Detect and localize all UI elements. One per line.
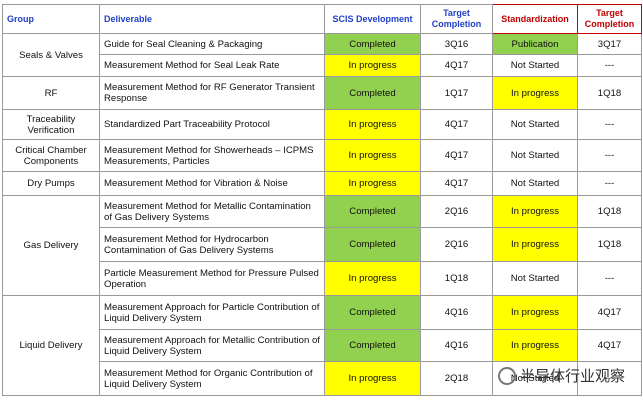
table-row: Dry Pumps Measurement Method for Vibratio… (2, 171, 642, 196)
std-target-cell: 1Q18 (577, 227, 642, 262)
scis-target-cell: 2Q18 (420, 361, 493, 396)
scis-status-cell: Completed (324, 76, 421, 110)
std-target-cell: --- (577, 261, 642, 296)
scis-status-cell: Completed (324, 227, 421, 262)
deliverable-cell: Measurement Approach for Metallic Contri… (99, 329, 325, 362)
std-status-cell: Not Started (492, 171, 578, 196)
scis-target-cell: 4Q17 (420, 54, 493, 77)
scis-status-cell: Completed (324, 195, 421, 228)
group-cell: Dry Pumps (2, 171, 100, 196)
std-target-cell: 3Q17 (577, 33, 642, 55)
table-row: Gas Delivery Measurement Method for Metal… (2, 195, 642, 296)
std-status-cell: Not Started (492, 54, 578, 77)
std-target-cell: --- (577, 54, 642, 77)
scis-target-cell: 3Q16 (420, 33, 493, 55)
std-status-cell: In progress (492, 295, 578, 330)
scis-target-cell: 4Q16 (420, 295, 493, 330)
table-row: RF Measurement Method for RF Generator Tr… (2, 76, 642, 110)
scis-target-cell: 4Q17 (420, 171, 493, 196)
table-row: Seals & Valves Guide for Seal Cleaning & … (2, 33, 642, 77)
scis-status-cell: In progress (324, 261, 421, 296)
table-row: Traceability Verification Standardized Pa… (2, 109, 642, 140)
watermark: 半导体行业观察 (497, 365, 625, 386)
watermark-text: 半导体行业观察 (519, 367, 625, 385)
header-row: Group Deliverable SCIS Development Targe… (2, 4, 642, 34)
deliverable-cell: Measurement Method for Showerheads – ICP… (99, 139, 325, 172)
std-status-cell: Publication (492, 33, 578, 55)
std-status-cell: Not Started (492, 139, 578, 172)
scis-status-cell: Completed (324, 295, 421, 330)
table-row: Liquid Delivery Measurement Approach for … (2, 295, 642, 396)
scis-status-cell: In progress (324, 361, 421, 396)
std-status-cell: Not Started (492, 109, 578, 140)
deliverable-cell: Measurement Method for Vibration & Noise (99, 171, 325, 196)
group-cell: Seals & Valves (2, 33, 100, 77)
std-target-cell: 4Q17 (577, 295, 642, 330)
watermark-icon (497, 366, 516, 385)
std-status-cell: In progress (492, 76, 578, 110)
deliverable-cell: Standardized Part Traceability Protocol (99, 109, 325, 140)
std-target-cell: --- (577, 361, 642, 396)
std-target-cell: --- (577, 171, 642, 196)
scis-status-cell: In progress (324, 109, 421, 140)
std-status-cell: In progress (492, 329, 578, 362)
scis-target-cell: 4Q16 (420, 329, 493, 362)
group-cell: Traceability Verification (2, 109, 100, 140)
std-status-cell: Not Started (492, 261, 578, 296)
header-cell: Deliverable (99, 4, 325, 34)
table-row: Measurement Approach for Metallic Contri… (3, 329, 642, 362)
table-row: Measurement Method for Seal Leak Rate In … (3, 54, 642, 77)
deliverable-cell: Measurement Method for Metallic Contamin… (99, 195, 325, 228)
std-status-cell: In progress (492, 195, 578, 228)
deliverable-cell: Measurement Method for Hydrocarbon Conta… (99, 227, 325, 262)
scis-status-cell: Completed (324, 33, 421, 55)
deliverable-cell: Measurement Method for RF Generator Tran… (99, 76, 325, 110)
table-row: Measurement Method for Hydrocarbon Conta… (3, 227, 642, 262)
deliverable-cell: Guide for Seal Cleaning & Packaging (99, 33, 325, 55)
scis-target-cell: 1Q18 (420, 261, 493, 296)
std-target-cell: 1Q18 (577, 195, 642, 228)
table-row: Critical Chamber Components Measurement M… (2, 139, 642, 172)
std-target-cell: 1Q18 (577, 76, 642, 110)
deliverables-table: Group Deliverable SCIS Development Targe… (2, 4, 642, 396)
scis-target-cell: 4Q17 (420, 109, 493, 140)
std-target-cell: 4Q17 (577, 329, 642, 362)
header-cell: Group (2, 4, 100, 34)
scis-target-cell: 2Q16 (420, 195, 493, 228)
scis-status-cell: In progress (324, 139, 421, 172)
std-status-cell: In progress (492, 227, 578, 262)
header-cell: SCIS Development (324, 4, 421, 34)
std-target-cell: --- (577, 109, 642, 140)
scis-status-cell: In progress (324, 171, 421, 196)
scis-target-cell: 2Q16 (420, 227, 493, 262)
deliverable-cell: Particle Measurement Method for Pressure… (99, 261, 325, 296)
table-body: Seals & Valves Guide for Seal Cleaning & … (2, 33, 642, 396)
group-cell: RF (2, 76, 100, 110)
header-cell: Target Completion (577, 4, 642, 34)
scis-target-cell: 4Q17 (420, 139, 493, 172)
scis-status-cell: In progress (324, 54, 421, 77)
group-cell: Gas Delivery (2, 195, 100, 296)
deliverable-cell: Measurement Method for Seal Leak Rate (99, 54, 325, 77)
deliverable-cell: Measurement Approach for Particle Contri… (99, 295, 325, 330)
group-cell: Liquid Delivery (2, 295, 100, 396)
scis-target-cell: 1Q17 (420, 76, 493, 110)
deliverable-cell: Measurement Method for Organic Contribut… (99, 361, 325, 396)
table-row: Measurement Method for Organic Contribut… (3, 361, 642, 396)
scis-status-cell: Completed (324, 329, 421, 362)
header-cell: Standardization (492, 4, 578, 34)
group-cell: Critical Chamber Components (2, 139, 100, 172)
header-cell: Target Completion (420, 4, 493, 34)
std-target-cell: --- (577, 139, 642, 172)
